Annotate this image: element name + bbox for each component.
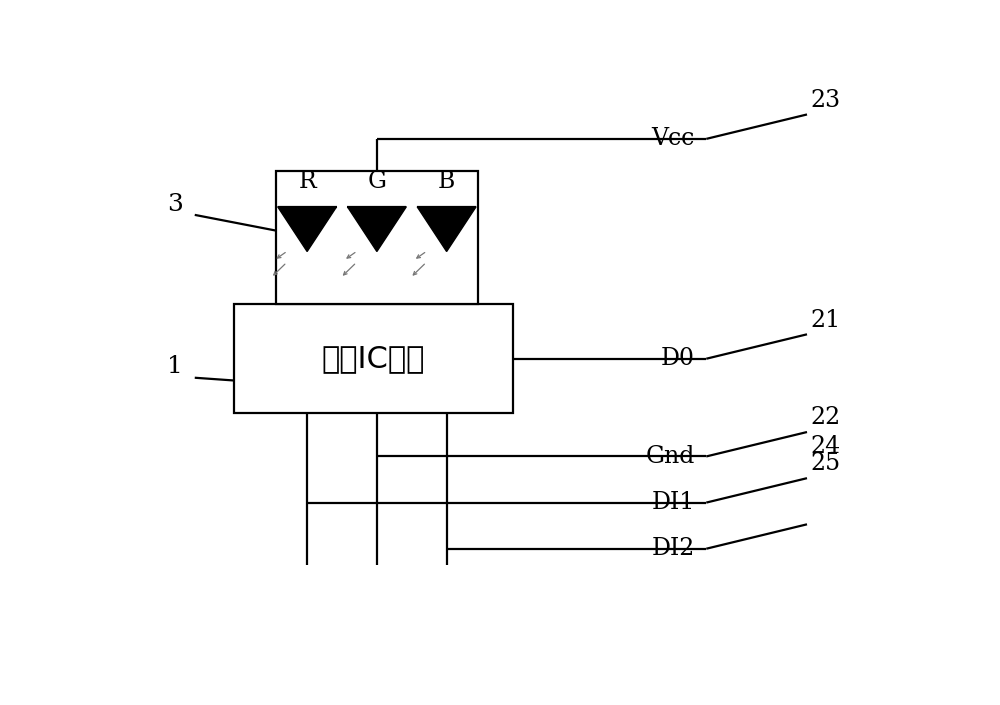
Bar	[234, 305, 512, 413]
Text: 3: 3	[167, 192, 183, 216]
Text: D0: D0	[661, 348, 695, 370]
Text: 21: 21	[811, 309, 841, 331]
Bar	[276, 171, 478, 305]
Polygon shape	[278, 207, 337, 252]
Text: 22: 22	[811, 406, 841, 429]
Text: Gnd: Gnd	[645, 445, 695, 468]
Text: DI1: DI1	[651, 491, 695, 514]
Text: G: G	[367, 170, 386, 193]
Text: 1: 1	[168, 355, 183, 379]
Text: 23: 23	[811, 89, 841, 111]
Text: 24: 24	[811, 435, 841, 458]
Text: Vcc: Vcc	[651, 128, 695, 150]
Text: 25: 25	[811, 453, 841, 475]
Polygon shape	[347, 207, 406, 252]
Text: 内置IC控制: 内置IC控制	[321, 344, 425, 373]
Text: DI2: DI2	[651, 537, 695, 560]
Polygon shape	[417, 207, 476, 252]
Text: B: B	[438, 170, 455, 193]
Text: R: R	[298, 170, 316, 193]
